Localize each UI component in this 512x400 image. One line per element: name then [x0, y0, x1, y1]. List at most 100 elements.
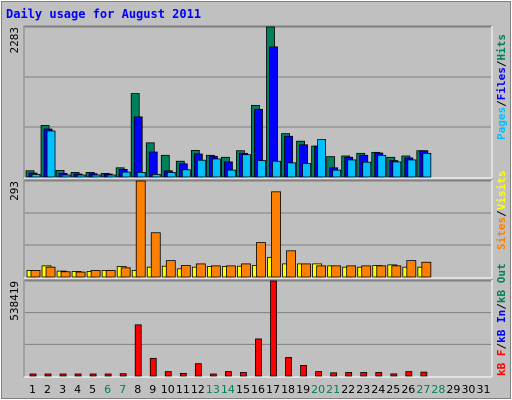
bar-sites-day-18 [286, 250, 296, 278]
x-tick-label-day-10: 10 [161, 383, 175, 396]
x-tick-label-day-24: 24 [371, 383, 385, 396]
bar-files-day-9 [148, 151, 158, 178]
bar-kb-f-day-13 [209, 373, 217, 377]
x-tick-label-day-11: 11 [176, 383, 190, 396]
bar-pages-day-10 [166, 172, 176, 178]
bar-sites-day-8 [135, 180, 146, 278]
bar-kb-f-day-25 [390, 373, 398, 377]
bar-sites-day-7 [120, 267, 131, 278]
bar-pages-day-22 [347, 159, 357, 178]
legend-visits-sites-part: Visits [495, 171, 508, 211]
bar-kb-f-day-21 [330, 372, 338, 377]
x-tick-label-day-9: 9 [149, 383, 156, 396]
legend-kb-part: kB F [495, 350, 508, 377]
bar-sites-day-24 [376, 265, 387, 278]
x-tick-label-day-15: 15 [236, 383, 250, 396]
bar-sites-day-10 [165, 260, 176, 278]
bar-sites-day-1 [30, 270, 41, 278]
legend-hits-files-pages-part: Files [495, 67, 508, 100]
bar-pages-day-16 [257, 160, 266, 178]
bar-kb-f-day-23 [360, 372, 368, 377]
bar-pages-day-15 [242, 154, 251, 178]
legend-visits-sites-part: / [495, 210, 508, 217]
x-tick-label-day-5: 5 [89, 383, 96, 396]
legend-hits-files-pages-part: / [495, 60, 508, 67]
bar-pages-day-23 [362, 161, 372, 178]
bar-kb-f-day-22 [345, 372, 353, 377]
bar-kb-f-day-2 [44, 373, 52, 377]
bar-sites-day-5 [90, 270, 101, 278]
bar-kb-f-day-8 [134, 324, 142, 377]
x-tick-label-day-19: 19 [296, 383, 310, 396]
x-tick-label-day-30: 30 [461, 383, 475, 396]
bar-sites-day-16 [256, 242, 266, 278]
legend-kb-part: kB Out [495, 263, 508, 303]
x-tick-label-day-23: 23 [356, 383, 370, 396]
x-tick-label-day-2: 2 [44, 383, 51, 396]
bar-kb-f-day-12 [194, 363, 202, 377]
bar-pages-day-8 [136, 172, 146, 178]
x-tick-label-day-12: 12 [191, 383, 205, 396]
legend-visits-sites-part: Sites [495, 217, 508, 250]
bar-pages-day-6 [106, 174, 116, 178]
bar-sites-day-9 [150, 232, 161, 278]
bar-kb-f-day-3 [59, 373, 67, 377]
bar-sites-day-2 [45, 266, 56, 278]
panel-1-y-max-label: 2283 [8, 27, 21, 54]
x-tick-label-day-16: 16 [251, 383, 265, 396]
x-tick-label-day-3: 3 [59, 383, 66, 396]
bar-sites-day-4 [75, 271, 86, 278]
bar-kb-f-day-20 [315, 371, 323, 377]
bar-pages-day-9 [151, 173, 161, 178]
bar-pages-day-14 [227, 169, 236, 178]
bar-kb-f-day-26 [405, 371, 413, 377]
bar-pages-day-18 [287, 162, 296, 178]
bar-sites-day-15 [241, 263, 251, 278]
bar-pages-day-26 [407, 159, 417, 178]
bar-pages-day-12 [196, 159, 206, 178]
bar-pages-day-20 [317, 139, 327, 178]
bar-pages-day-2 [46, 130, 56, 178]
panel-2-y-max-label: 293 [8, 181, 21, 201]
bar-pages-day-27 [422, 152, 432, 178]
bar-pages-day-13 [211, 158, 221, 178]
bar-kb-f-day-15 [240, 372, 247, 377]
x-tick-label-day-7: 7 [119, 383, 126, 396]
legend-kb-part: kB In [495, 310, 508, 343]
legend-hits-files-pages: Pages/Files/Hits [495, 34, 508, 140]
bar-pages-day-17 [272, 160, 281, 178]
x-tick-label-day-13: 13 [206, 383, 220, 396]
bar-sites-day-26 [406, 260, 417, 278]
bar-pages-day-24 [377, 154, 387, 178]
legend-visits-sites: Sites/Visits [495, 171, 508, 251]
bar-sites-day-12 [195, 263, 206, 278]
bar-pages-day-21 [332, 169, 342, 178]
x-tick-label-day-21: 21 [326, 383, 340, 396]
x-tick-label-day-20: 20 [311, 383, 325, 396]
x-tick-label-day-6: 6 [104, 383, 111, 396]
bar-sites-day-20 [316, 265, 327, 278]
bar-kb-f-day-18 [285, 357, 292, 377]
legend-kb-part: / [495, 303, 508, 310]
bar-sites-day-23 [361, 265, 372, 278]
x-tick-label-day-14: 14 [221, 383, 235, 396]
bar-kb-f-day-6 [104, 373, 112, 377]
bar-sites-day-25 [391, 265, 402, 278]
bar-files-day-8 [133, 116, 143, 178]
bar-pages-day-19 [302, 163, 311, 178]
bar-pages-day-25 [392, 161, 402, 178]
x-tick-label-day-28: 28 [431, 383, 445, 396]
bar-kb-f-day-16 [255, 338, 262, 377]
x-tick-label-day-1: 1 [29, 383, 36, 396]
bar-kb-f-day-27 [420, 371, 428, 377]
bar-kb-f-day-10 [164, 371, 172, 377]
bar-pages-day-3 [61, 174, 71, 178]
x-tick-label-day-18: 18 [281, 383, 295, 396]
x-tick-label-day-29: 29 [446, 383, 460, 396]
legend-kb: kB F/kB In/kB Out [495, 263, 508, 376]
bar-pages-day-11 [181, 169, 191, 178]
x-tick-label-day-17: 17 [266, 383, 280, 396]
